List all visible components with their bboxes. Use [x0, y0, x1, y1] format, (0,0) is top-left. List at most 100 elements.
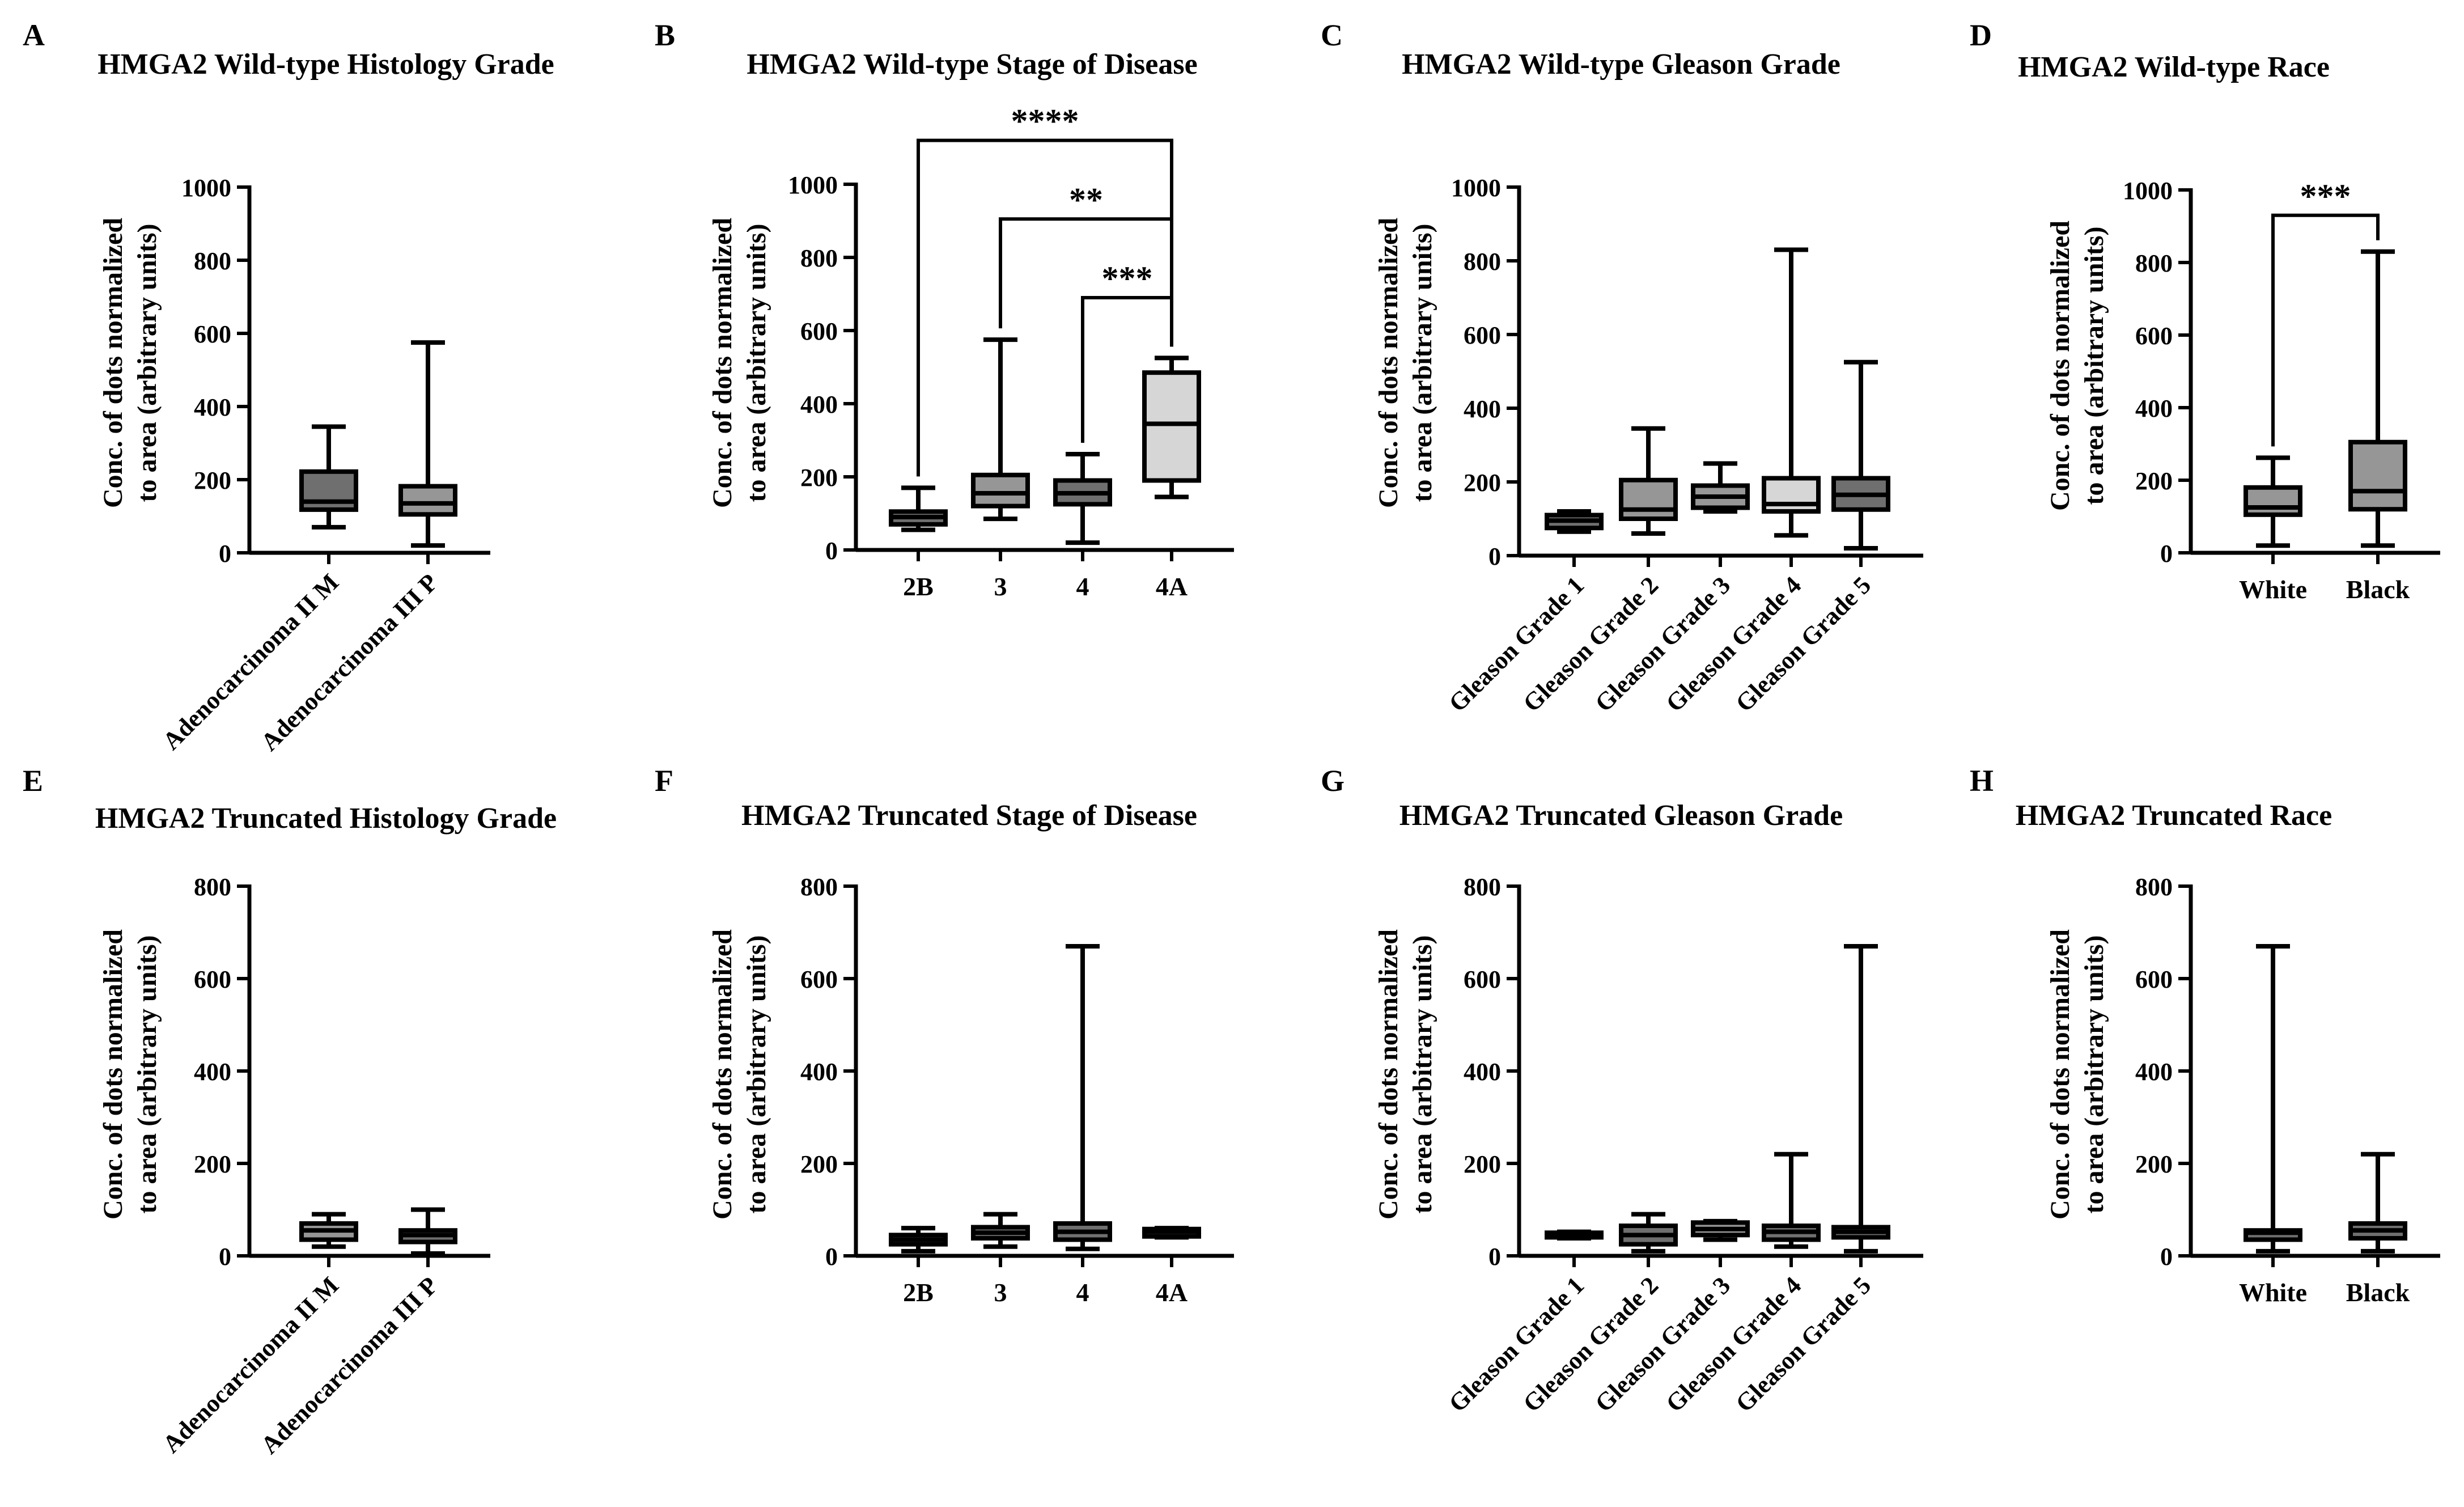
panel-letter: G: [1321, 764, 1345, 798]
y-tick-label: 400: [800, 1058, 838, 1086]
panel-e: E HMGA2 Truncated Histology Grade Conc. of…: [23, 764, 557, 1459]
y-tick-label: 800: [194, 873, 231, 901]
y-tick-label: 0: [2160, 540, 2173, 568]
y-axis-label-line: to area (arbitrary units): [2079, 935, 2109, 1213]
box-0: [1545, 1229, 1604, 1241]
y-tick-label: 1000: [788, 171, 838, 199]
box-1: [1619, 1212, 1678, 1254]
y-tick-label: 200: [194, 1150, 231, 1178]
box-2: [1053, 943, 1112, 1251]
panel-letter: E: [23, 764, 43, 798]
chart-title: HMGA2 Wild-type Stage of Disease: [747, 48, 1197, 81]
box-4: [1831, 359, 1890, 551]
y-tick-label: 400: [194, 1058, 231, 1086]
panel-f: F HMGA2 Truncated Stage of Disease Conc. o…: [655, 764, 1234, 1307]
panel-letter: C: [1321, 18, 1343, 52]
y-tick-label: 600: [194, 320, 231, 348]
box-2: [1691, 461, 1750, 514]
x-tick-label: 2B: [903, 572, 934, 601]
y-tick-label: 0: [1488, 543, 1501, 570]
box-0: [299, 1212, 358, 1249]
significance-label: ***: [1102, 260, 1153, 297]
y-axis-label-line: Conc. of dots normalized: [1373, 929, 1403, 1220]
y-tick-label: 200: [2135, 1150, 2173, 1178]
x-tick-label: Adenocarcinoma III P: [256, 568, 443, 756]
box-0: [1545, 509, 1604, 534]
box-0: [2244, 455, 2302, 548]
iqr-box: [1762, 476, 1821, 514]
box-3: [1762, 1152, 1821, 1249]
panel-letter: B: [655, 18, 675, 52]
y-tick-label: 600: [2135, 966, 2173, 993]
y-axis-label-line: to area (arbitrary units): [741, 223, 771, 502]
x-tick-label: White: [2239, 575, 2307, 604]
x-tick-label: 2B: [903, 1278, 934, 1307]
y-tick-label: 0: [825, 1243, 838, 1271]
chart-title: HMGA2 Truncated Stage of Disease: [741, 799, 1197, 832]
iqr-box: [398, 484, 457, 517]
y-tick-label: 600: [194, 966, 231, 993]
panel-letter: D: [1970, 18, 1992, 52]
panel-d: D HMGA2 Wild-type Race Conc. of dots norma…: [1970, 18, 2440, 604]
significance-label: ***: [2300, 177, 2351, 215]
chart-title: HMGA2 Wild-type Histology Grade: [97, 48, 554, 81]
bracket-line: [2271, 213, 2380, 447]
box-1: [1619, 426, 1678, 536]
y-tick-label: 1000: [1451, 174, 1501, 202]
y-tick-label: 0: [219, 540, 231, 568]
x-tick-label: Adenocarcinoma II M: [157, 1271, 344, 1458]
y-tick-label: 0: [2160, 1243, 2173, 1271]
box-3: [1762, 247, 1821, 538]
box-1: [398, 340, 457, 548]
box-2: [1691, 1218, 1750, 1242]
y-tick-label: 400: [194, 393, 231, 421]
significance-label: **: [1069, 181, 1103, 218]
box-1: [971, 1212, 1030, 1249]
y-tick-label: 1000: [181, 174, 231, 202]
box-0: [889, 485, 948, 532]
x-tick-label: Gleason Grade 2: [1517, 1271, 1664, 1417]
box-0: [299, 424, 358, 530]
panel-c: C HMGA2 Wild-type Gleason Grade Conc. of d…: [1321, 18, 1923, 717]
box-1: [971, 337, 1030, 522]
y-axis-label: Conc. of dots normalized to area (arbitra…: [2045, 929, 2109, 1220]
y-axis-label-line: Conc. of dots normalized: [2045, 929, 2075, 1220]
box-1: [2348, 1152, 2407, 1254]
box-1: [398, 1207, 457, 1256]
x-tick-label: Adenocarcinoma II M: [157, 568, 344, 755]
x-tick-label: Black: [2346, 1278, 2410, 1307]
y-tick-label: 600: [1464, 966, 1501, 993]
y-tick-label: 0: [219, 1243, 231, 1271]
iqr-box: [1142, 370, 1201, 483]
y-axis-label: Conc. of dots normalized to area (arbitra…: [1373, 218, 1437, 508]
y-tick-label: 400: [800, 391, 838, 418]
y-tick-label: 600: [800, 318, 838, 345]
x-tick-label: Gleason Grade 2: [1517, 571, 1664, 717]
box-3: [1142, 355, 1201, 499]
x-tick-label: Black: [2346, 575, 2410, 604]
y-tick-label: 800: [800, 873, 838, 901]
y-axis-label: Conc. of dots normalized to area (arbitra…: [98, 929, 162, 1220]
panel-b: B HMGA2 Wild-type Stage of Disease Conc. o…: [655, 18, 1234, 601]
y-tick-label: 200: [1464, 1150, 1501, 1178]
y-axis-label-line: Conc. of dots normalized: [98, 218, 128, 508]
x-tick-label: White: [2239, 1278, 2307, 1307]
x-tick-label: 4A: [1156, 1278, 1188, 1307]
chart-title: HMGA2 Wild-type Race: [2018, 51, 2330, 83]
y-tick-label: 600: [800, 966, 838, 993]
panel-a: A HMGA2 Wild-type Histology Grade Conc. of…: [23, 18, 554, 756]
y-axis-label: Conc. of dots normalized to area (arbitra…: [707, 218, 771, 508]
panel-letter: A: [23, 18, 45, 52]
y-tick-label: 800: [1464, 248, 1501, 276]
y-axis-label: Conc. of dots normalized to area (arbitra…: [707, 929, 771, 1220]
box-4: [1831, 943, 1890, 1254]
y-tick-label: 400: [2135, 395, 2173, 422]
y-tick-label: 600: [1464, 321, 1501, 349]
panel-letter: F: [655, 764, 673, 798]
y-tick-label: 800: [2135, 249, 2173, 277]
box-0: [889, 1226, 948, 1254]
chart-title: HMGA2 Truncated Race: [2016, 799, 2332, 832]
y-axis-label-line: Conc. of dots normalized: [1373, 218, 1403, 508]
x-tick-label: 3: [994, 1278, 1007, 1307]
y-axis-label-line: Conc. of dots normalized: [707, 929, 737, 1220]
